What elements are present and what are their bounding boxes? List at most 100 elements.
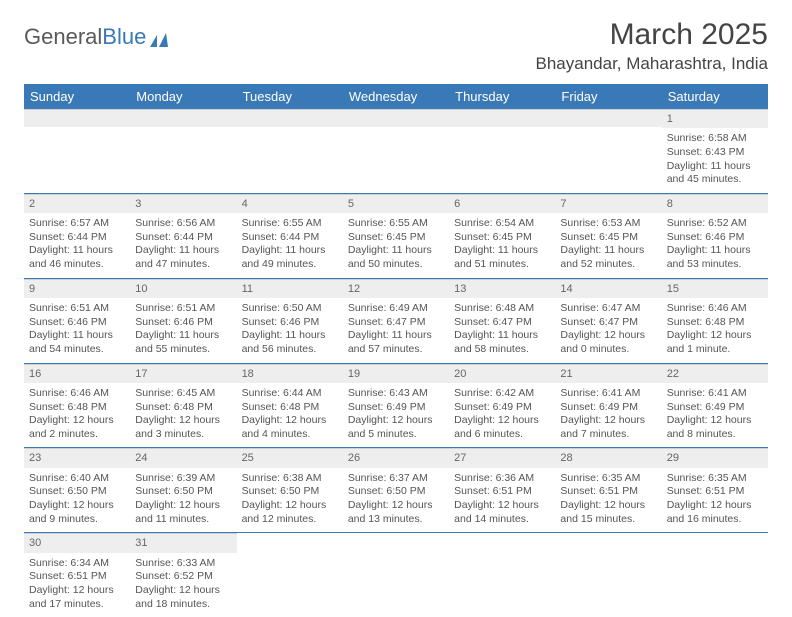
cell-details: Sunrise: 6:46 AMSunset: 6:48 PMDaylight:…	[24, 383, 130, 448]
week-row: 2Sunrise: 6:57 AMSunset: 6:44 PMDaylight…	[24, 194, 768, 279]
daylight-text: Daylight: 11 hours and 57 minutes.	[348, 329, 444, 356]
sunset-text: Sunset: 6:44 PM	[242, 231, 338, 245]
cell-details: Sunrise: 6:55 AMSunset: 6:45 PMDaylight:…	[343, 213, 449, 278]
day-header-cell: Monday	[130, 84, 236, 109]
daylight-text: Daylight: 12 hours and 12 minutes.	[242, 499, 338, 526]
day-number: 8	[662, 194, 768, 213]
daylight-text: Daylight: 12 hours and 18 minutes.	[135, 584, 231, 611]
sunset-text: Sunset: 6:49 PM	[348, 401, 444, 415]
calendar-cell: 21Sunrise: 6:41 AMSunset: 6:49 PMDayligh…	[555, 364, 661, 448]
day-number	[24, 109, 130, 127]
sunset-text: Sunset: 6:51 PM	[29, 570, 125, 584]
calendar-cell: 25Sunrise: 6:38 AMSunset: 6:50 PMDayligh…	[237, 448, 343, 532]
sunset-text: Sunset: 6:50 PM	[135, 485, 231, 499]
calendar-cell: 29Sunrise: 6:35 AMSunset: 6:51 PMDayligh…	[662, 448, 768, 532]
daylight-text: Daylight: 12 hours and 9 minutes.	[29, 499, 125, 526]
sunset-text: Sunset: 6:46 PM	[242, 316, 338, 330]
sunset-text: Sunset: 6:45 PM	[348, 231, 444, 245]
daylight-text: Daylight: 12 hours and 14 minutes.	[454, 499, 550, 526]
cell-details: Sunrise: 6:45 AMSunset: 6:48 PMDaylight:…	[130, 383, 236, 448]
day-number: 16	[24, 364, 130, 383]
sunset-text: Sunset: 6:49 PM	[454, 401, 550, 415]
cell-details: Sunrise: 6:55 AMSunset: 6:44 PMDaylight:…	[237, 213, 343, 278]
daylight-text: Daylight: 11 hours and 53 minutes.	[667, 244, 763, 271]
daylight-text: Daylight: 12 hours and 5 minutes.	[348, 414, 444, 441]
calendar-cell: 28Sunrise: 6:35 AMSunset: 6:51 PMDayligh…	[555, 448, 661, 532]
calendar-cell: 11Sunrise: 6:50 AMSunset: 6:46 PMDayligh…	[237, 279, 343, 363]
sunrise-text: Sunrise: 6:33 AM	[135, 557, 231, 571]
daylight-text: Daylight: 12 hours and 17 minutes.	[29, 584, 125, 611]
cell-details: Sunrise: 6:36 AMSunset: 6:51 PMDaylight:…	[449, 468, 555, 533]
sunrise-text: Sunrise: 6:34 AM	[29, 557, 125, 571]
day-number: 22	[662, 364, 768, 383]
sunrise-text: Sunrise: 6:58 AM	[667, 132, 763, 146]
calendar-cell	[449, 533, 555, 617]
sunrise-text: Sunrise: 6:44 AM	[242, 387, 338, 401]
sunrise-text: Sunrise: 6:50 AM	[242, 302, 338, 316]
sunrise-text: Sunrise: 6:52 AM	[667, 217, 763, 231]
day-number: 26	[343, 448, 449, 467]
cell-details: Sunrise: 6:53 AMSunset: 6:45 PMDaylight:…	[555, 213, 661, 278]
logo-text-gray: General	[24, 24, 102, 50]
day-header-cell: Tuesday	[237, 84, 343, 109]
cell-details: Sunrise: 6:47 AMSunset: 6:47 PMDaylight:…	[555, 298, 661, 363]
sunset-text: Sunset: 6:49 PM	[667, 401, 763, 415]
calendar-cell: 1Sunrise: 6:58 AMSunset: 6:43 PMDaylight…	[662, 109, 768, 193]
sunrise-text: Sunrise: 6:41 AM	[667, 387, 763, 401]
cell-details: Sunrise: 6:39 AMSunset: 6:50 PMDaylight:…	[130, 468, 236, 533]
daylight-text: Daylight: 11 hours and 45 minutes.	[667, 160, 763, 187]
cell-details: Sunrise: 6:34 AMSunset: 6:51 PMDaylight:…	[24, 553, 130, 617]
sunrise-text: Sunrise: 6:45 AM	[135, 387, 231, 401]
sunrise-text: Sunrise: 6:42 AM	[454, 387, 550, 401]
sunrise-text: Sunrise: 6:37 AM	[348, 472, 444, 486]
day-number: 9	[24, 279, 130, 298]
daylight-text: Daylight: 11 hours and 50 minutes.	[348, 244, 444, 271]
sunset-text: Sunset: 6:48 PM	[667, 316, 763, 330]
daylight-text: Daylight: 12 hours and 3 minutes.	[135, 414, 231, 441]
sunrise-text: Sunrise: 6:51 AM	[135, 302, 231, 316]
cell-details: Sunrise: 6:37 AMSunset: 6:50 PMDaylight:…	[343, 468, 449, 533]
sunrise-text: Sunrise: 6:55 AM	[242, 217, 338, 231]
daylight-text: Daylight: 12 hours and 16 minutes.	[667, 499, 763, 526]
sunrise-text: Sunrise: 6:46 AM	[667, 302, 763, 316]
week-row: 1Sunrise: 6:58 AMSunset: 6:43 PMDaylight…	[24, 109, 768, 194]
daylight-text: Daylight: 11 hours and 52 minutes.	[560, 244, 656, 271]
sunrise-text: Sunrise: 6:57 AM	[29, 217, 125, 231]
cell-details: Sunrise: 6:50 AMSunset: 6:46 PMDaylight:…	[237, 298, 343, 363]
daylight-text: Daylight: 12 hours and 4 minutes.	[242, 414, 338, 441]
sunset-text: Sunset: 6:52 PM	[135, 570, 231, 584]
day-number: 27	[449, 448, 555, 467]
week-row: 23Sunrise: 6:40 AMSunset: 6:50 PMDayligh…	[24, 448, 768, 533]
day-number: 21	[555, 364, 661, 383]
calendar-cell: 30Sunrise: 6:34 AMSunset: 6:51 PMDayligh…	[24, 533, 130, 617]
sunrise-text: Sunrise: 6:35 AM	[667, 472, 763, 486]
daylight-text: Daylight: 11 hours and 58 minutes.	[454, 329, 550, 356]
sunrise-text: Sunrise: 6:38 AM	[242, 472, 338, 486]
week-row: 9Sunrise: 6:51 AMSunset: 6:46 PMDaylight…	[24, 279, 768, 364]
sunset-text: Sunset: 6:43 PM	[667, 146, 763, 160]
day-number: 29	[662, 448, 768, 467]
calendar-cell: 5Sunrise: 6:55 AMSunset: 6:45 PMDaylight…	[343, 194, 449, 278]
cell-details: Sunrise: 6:38 AMSunset: 6:50 PMDaylight:…	[237, 468, 343, 533]
logo-text-blue: Blue	[102, 24, 146, 50]
sunset-text: Sunset: 6:50 PM	[348, 485, 444, 499]
day-number: 10	[130, 279, 236, 298]
daylight-text: Daylight: 11 hours and 56 minutes.	[242, 329, 338, 356]
day-number: 15	[662, 279, 768, 298]
daylight-text: Daylight: 12 hours and 13 minutes.	[348, 499, 444, 526]
sunset-text: Sunset: 6:46 PM	[29, 316, 125, 330]
day-number: 2	[24, 194, 130, 213]
cell-details: Sunrise: 6:41 AMSunset: 6:49 PMDaylight:…	[662, 383, 768, 448]
daylight-text: Daylight: 11 hours and 51 minutes.	[454, 244, 550, 271]
week-row: 30Sunrise: 6:34 AMSunset: 6:51 PMDayligh…	[24, 533, 768, 617]
sunset-text: Sunset: 6:46 PM	[135, 316, 231, 330]
sunset-text: Sunset: 6:51 PM	[454, 485, 550, 499]
daylight-text: Daylight: 11 hours and 46 minutes.	[29, 244, 125, 271]
sunset-text: Sunset: 6:46 PM	[667, 231, 763, 245]
day-number: 20	[449, 364, 555, 383]
calendar-cell	[662, 533, 768, 617]
sunrise-text: Sunrise: 6:48 AM	[454, 302, 550, 316]
day-number	[130, 109, 236, 127]
daylight-text: Daylight: 11 hours and 49 minutes.	[242, 244, 338, 271]
calendar-cell: 8 Sunrise: 6:52 AMSunset: 6:46 PMDaylight…	[662, 194, 768, 278]
